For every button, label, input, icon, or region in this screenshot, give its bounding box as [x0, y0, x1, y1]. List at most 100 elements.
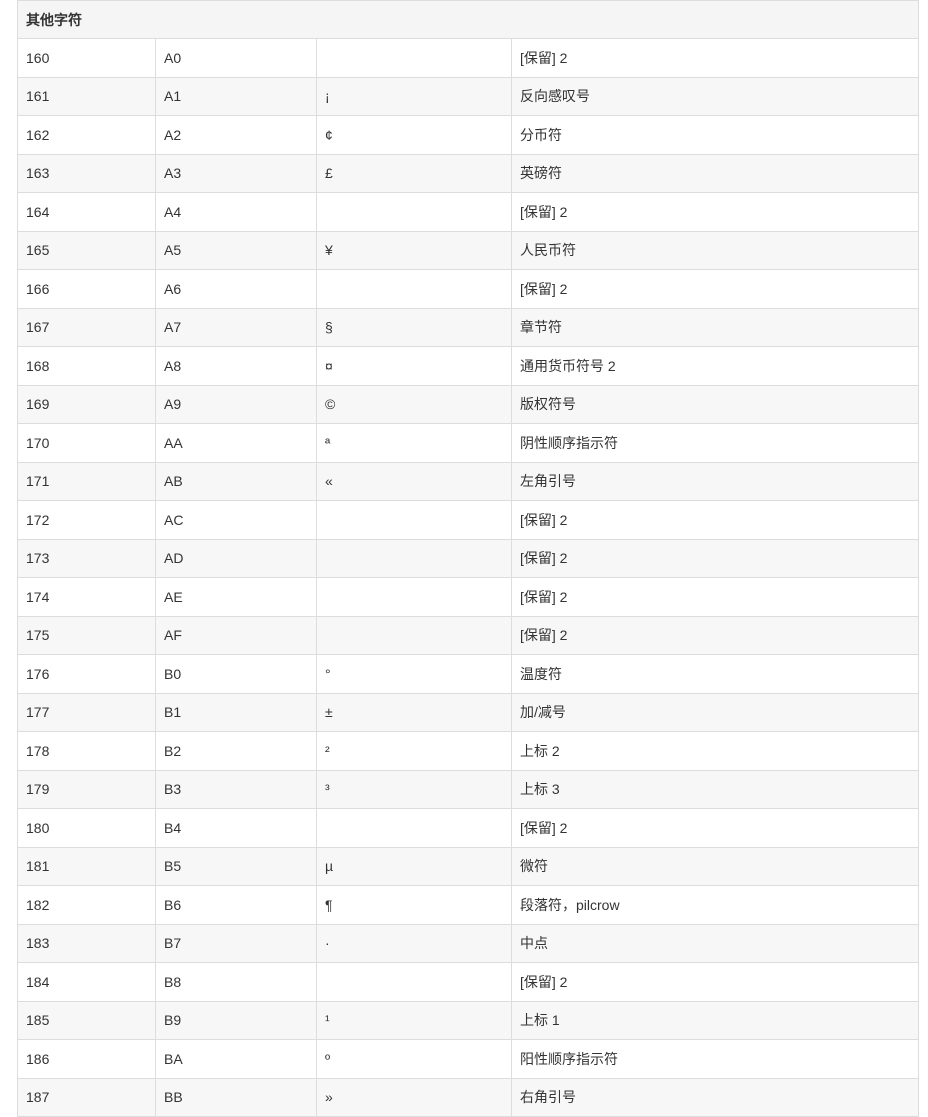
- description-cell: [保留] 2: [511, 962, 919, 1002]
- table-row: 186 BA º 阳性顺序指示符: [17, 1039, 919, 1079]
- description-cell: [保留] 2: [511, 38, 919, 78]
- table-row: 185 B9 ¹ 上标 1: [17, 1000, 919, 1040]
- decimal-cell: 172: [17, 500, 156, 540]
- decimal-cell: 181: [17, 846, 156, 886]
- hex-cell: B8: [155, 962, 317, 1002]
- description-cell: 上标 1: [511, 1000, 919, 1040]
- table-row: 172 AC [保留] 2: [17, 500, 919, 540]
- char-cell: [316, 192, 512, 232]
- table-row: 165 A5 ¥ 人民币符: [17, 230, 919, 270]
- description-cell: 左角引号: [511, 461, 919, 501]
- description-cell: 分币符: [511, 115, 919, 155]
- decimal-cell: 162: [17, 115, 156, 155]
- description-cell: 加/减号: [511, 692, 919, 732]
- table-row: 182 B6 ¶ 段落符，pilcrow: [17, 885, 919, 925]
- hex-cell: A9: [155, 384, 317, 424]
- char-cell: ª: [316, 423, 512, 463]
- decimal-cell: 164: [17, 192, 156, 232]
- description-cell: 上标 3: [511, 769, 919, 809]
- description-cell: 段落符，pilcrow: [511, 885, 919, 925]
- hex-cell: B5: [155, 846, 317, 886]
- table-row: 160 A0 [保留] 2: [17, 38, 919, 78]
- char-cell: [316, 577, 512, 617]
- decimal-cell: 168: [17, 346, 156, 386]
- description-cell: 右角引号: [511, 1077, 919, 1117]
- hex-cell: B2: [155, 731, 317, 771]
- table-row: 170 AA ª 阴性顺序指示符: [17, 423, 919, 463]
- table-row: 163 A3 £ 英磅符: [17, 153, 919, 193]
- char-cell: [316, 269, 512, 309]
- decimal-cell: 174: [17, 577, 156, 617]
- hex-cell: AA: [155, 423, 317, 463]
- table-row: 179 B3 ³ 上标 3: [17, 769, 919, 809]
- char-cell: ²: [316, 731, 512, 771]
- decimal-cell: 178: [17, 731, 156, 771]
- table-row: 173 AD [保留] 2: [17, 538, 919, 578]
- hex-cell: B0: [155, 654, 317, 694]
- hex-cell: B4: [155, 808, 317, 848]
- description-cell: 阳性顺序指示符: [511, 1039, 919, 1079]
- char-cell: °: [316, 654, 512, 694]
- char-cell: £: [316, 153, 512, 193]
- char-cell: µ: [316, 846, 512, 886]
- hex-cell: A1: [155, 76, 317, 116]
- decimal-cell: 166: [17, 269, 156, 309]
- table-row: 164 A4 [保留] 2: [17, 192, 919, 232]
- hex-cell: A0: [155, 38, 317, 78]
- table-row: 187 BB» 右角引号: [17, 1077, 919, 1117]
- hex-cell: BA: [155, 1039, 317, 1079]
- description-cell: 温度符: [511, 654, 919, 694]
- table-row: 175 AF [保留] 2: [17, 615, 919, 655]
- char-cell: [316, 962, 512, 1002]
- char-cell: §: [316, 307, 512, 347]
- hex-cell: AD: [155, 538, 317, 578]
- hex-cell: A7: [155, 307, 317, 347]
- hex-cell: A5: [155, 230, 317, 270]
- table-row: 169 A9 © 版权符号: [17, 384, 919, 424]
- description-cell: [保留] 2: [511, 538, 919, 578]
- description-cell: [保留] 2: [511, 808, 919, 848]
- decimal-cell: 163: [17, 153, 156, 193]
- char-cell: ·: [316, 923, 512, 963]
- hex-cell: AB: [155, 461, 317, 501]
- char-cell: [316, 538, 512, 578]
- table-row: 177 B1 ± 加/减号: [17, 692, 919, 732]
- char-cell: ¥: [316, 230, 512, 270]
- decimal-cell: 176: [17, 654, 156, 694]
- description-cell: 英磅符: [511, 153, 919, 193]
- description-cell: 上标 2: [511, 731, 919, 771]
- decimal-cell: 167: [17, 307, 156, 347]
- char-cell: º: [316, 1039, 512, 1079]
- table-row: 162 A2 ¢ 分币符: [17, 115, 919, 155]
- decimal-cell: 171: [17, 461, 156, 501]
- description-cell: [保留] 2: [511, 615, 919, 655]
- table-row: 176 B0 ° 温度符: [17, 654, 919, 694]
- decimal-cell: 161: [17, 76, 156, 116]
- hex-cell: AE: [155, 577, 317, 617]
- hex-cell: B7: [155, 923, 317, 963]
- decimal-cell: 169: [17, 384, 156, 424]
- table-row: 167 A7 § 章节符: [17, 307, 919, 347]
- table-row: 178 B2 ² 上标 2: [17, 731, 919, 771]
- char-cell: «: [316, 461, 512, 501]
- table-row: 166 A6 [保留] 2: [17, 269, 919, 309]
- hex-cell: A2: [155, 115, 317, 155]
- description-cell: 反向感叹号: [511, 76, 919, 116]
- hex-cell: B9: [155, 1000, 317, 1040]
- table-row: 174 AE [保留] 2: [17, 577, 919, 617]
- decimal-cell: 179: [17, 769, 156, 809]
- char-cell: ¡: [316, 76, 512, 116]
- hex-cell: A4: [155, 192, 317, 232]
- decimal-cell: 177: [17, 692, 156, 732]
- description-cell: 阴性顺序指示符: [511, 423, 919, 463]
- hex-cell: B1: [155, 692, 317, 732]
- char-cell: ¤: [316, 346, 512, 386]
- hex-cell: A8: [155, 346, 317, 386]
- description-cell: [保留] 2: [511, 269, 919, 309]
- decimal-cell: 185: [17, 1000, 156, 1040]
- table-row: 161 A1 ¡ 反向感叹号: [17, 76, 919, 116]
- description-cell: 中点: [511, 923, 919, 963]
- char-cell: ¹: [316, 1000, 512, 1040]
- decimal-cell: 165: [17, 230, 156, 270]
- decimal-cell: 182: [17, 885, 156, 925]
